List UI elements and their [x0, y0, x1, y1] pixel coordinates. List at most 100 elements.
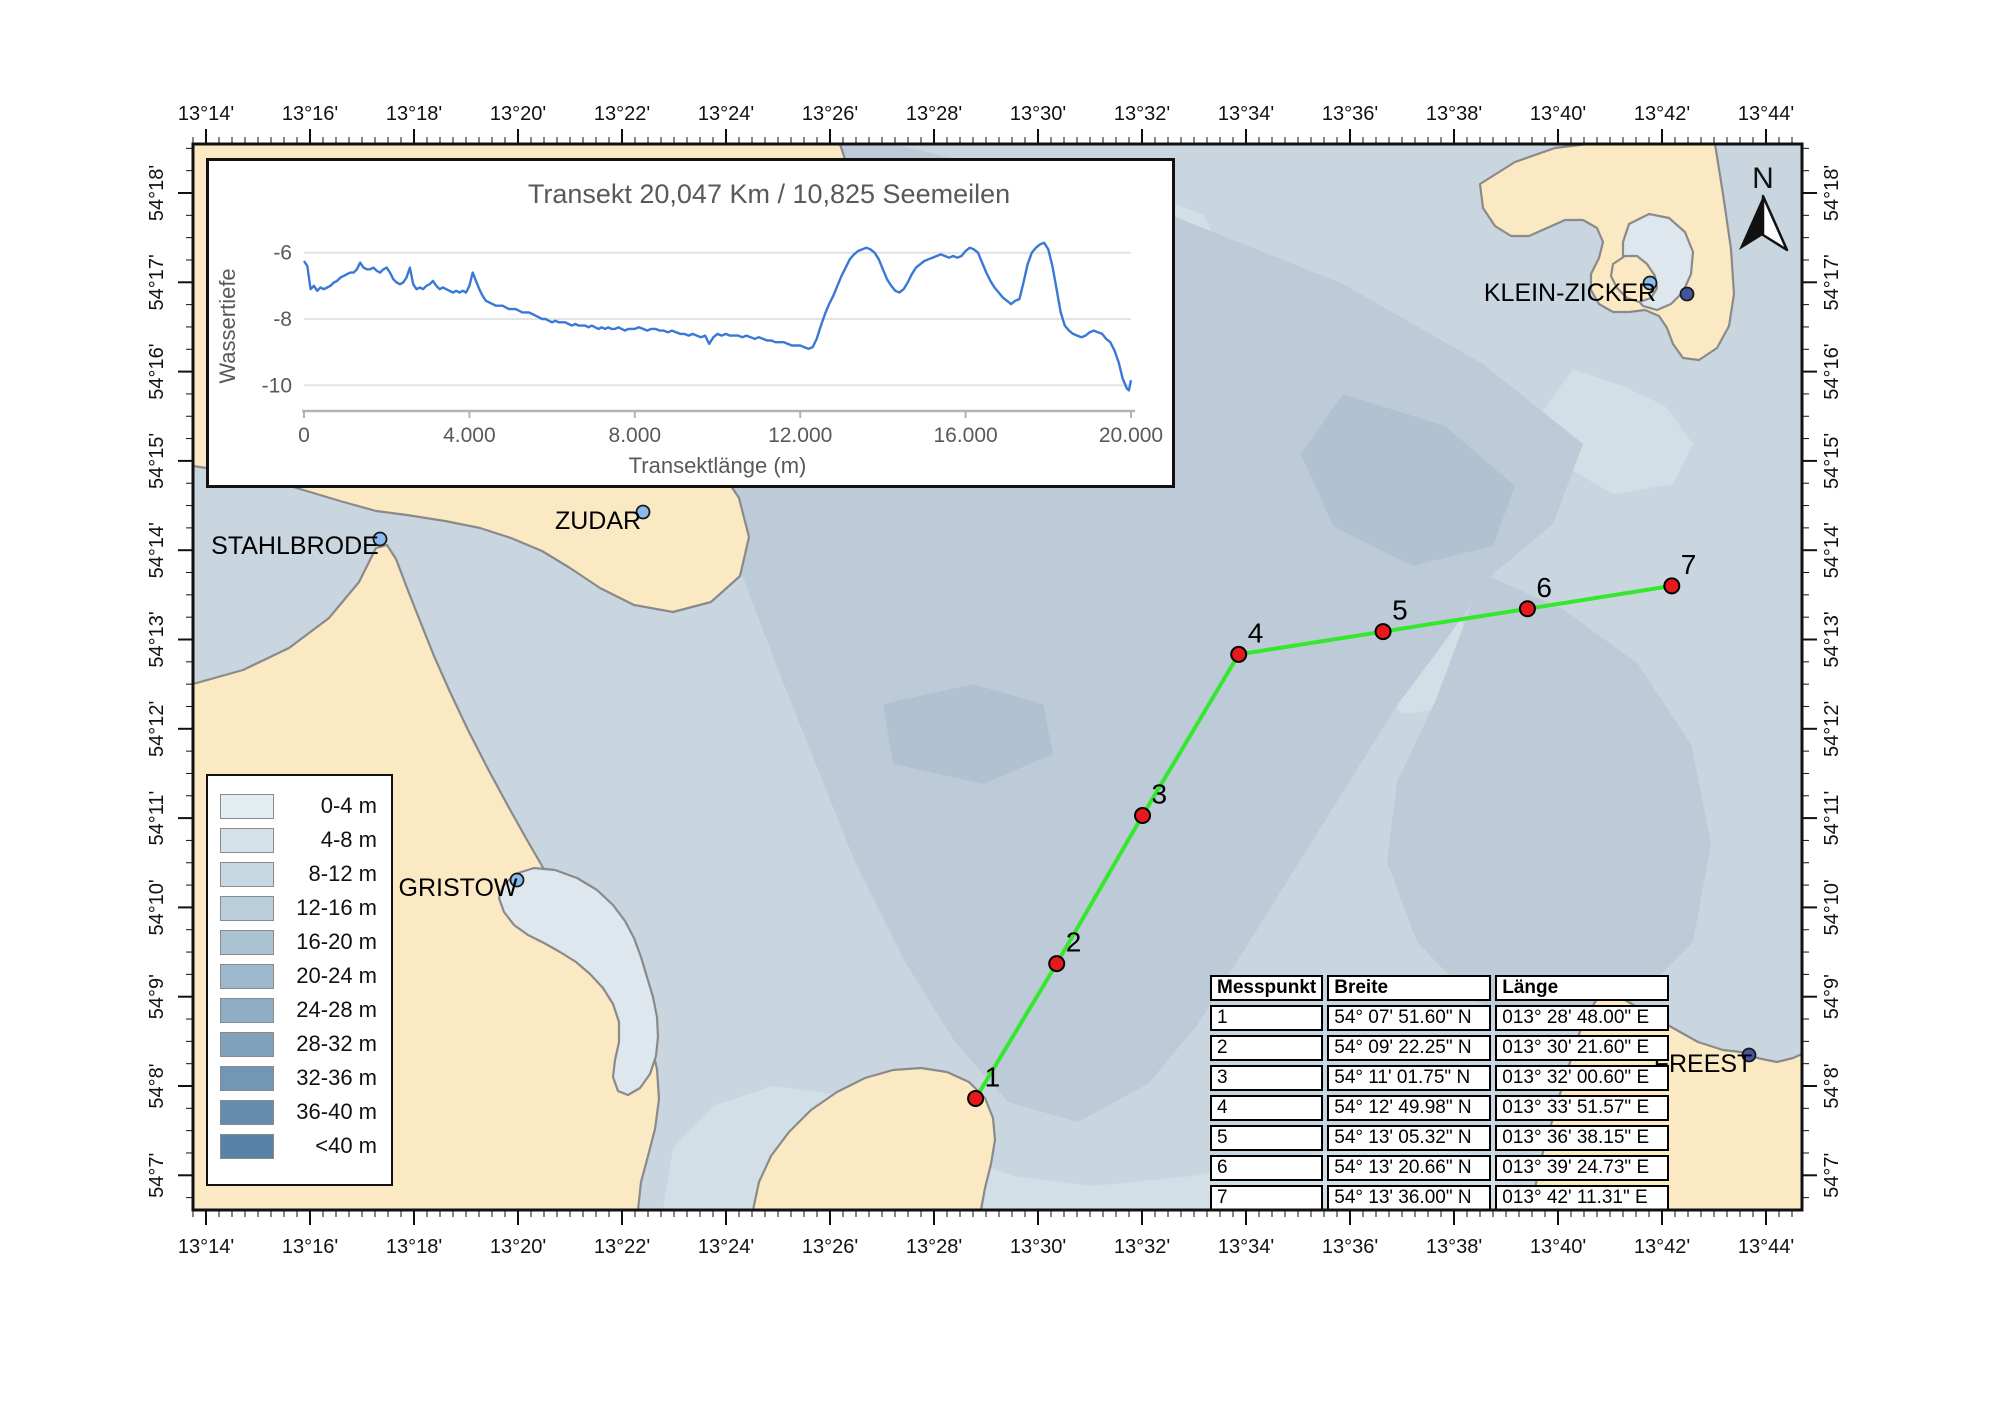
lon-label-top: 13°36' — [1322, 103, 1378, 125]
transect-point-label: 3 — [1152, 778, 1168, 809]
lon-label-top: 13°34' — [1218, 103, 1274, 125]
table-cell: 013° 28' 48.00" E — [1495, 1004, 1670, 1031]
place-label-stahlbrode: STAHLBRODE — [211, 532, 379, 560]
legend-label: <40 m — [315, 1133, 377, 1158]
table-row: 2 54° 09' 22.25" N 013° 30' 21.60" E — [1210, 1034, 1670, 1061]
table-cell: 013° 36' 38.15" E — [1495, 1124, 1670, 1151]
transect-point-label: 1 — [985, 1062, 1001, 1093]
legend-item: 24-28 m — [220, 993, 377, 1027]
transect-point-5 — [1374, 623, 1392, 641]
table-header: Messpunkt — [1210, 975, 1324, 1001]
legend-item: 4-8 m — [220, 823, 377, 857]
legend-label: 32-36 m — [296, 1065, 377, 1090]
table-cell: 2 — [1210, 1034, 1324, 1061]
legend-label: 28-32 m — [296, 1031, 377, 1056]
lon-label-top: 13°24' — [698, 103, 754, 125]
table-header-row: Messpunkt Breite Länge — [1210, 975, 1670, 1001]
y-tick-label: -8 — [273, 308, 292, 331]
lon-label-bottom: 13°34' — [1218, 1236, 1274, 1258]
legend-label: 16-20 m — [296, 929, 377, 954]
table-row: 6 54° 13' 20.66" N 013° 39' 24.73" E — [1210, 1154, 1670, 1181]
legend-label: 24-28 m — [296, 997, 377, 1022]
transect-point-1 — [967, 1090, 985, 1108]
place-label-zudar: ZUDAR — [555, 507, 641, 535]
x-tick-label: 4.000 — [443, 424, 496, 447]
transect-point-label: 5 — [1392, 595, 1408, 626]
legend-swatch — [220, 1065, 274, 1091]
legend-item: <40 m — [220, 1129, 377, 1163]
lon-label-top: 13°28' — [906, 103, 962, 125]
transect-point-3 — [1134, 806, 1152, 824]
legend-swatch — [220, 997, 274, 1023]
lon-label-bottom: 13°32' — [1114, 1236, 1170, 1258]
transect-point-label: 4 — [1248, 617, 1264, 648]
legend-label: 8-12 m — [308, 861, 377, 886]
table-cell: 013° 39' 24.73" E — [1495, 1154, 1670, 1181]
legend-swatch — [220, 861, 274, 887]
legend-item: 12-16 m — [220, 891, 377, 925]
lon-label-top: 13°30' — [1010, 103, 1066, 125]
legend-swatch — [220, 1099, 274, 1125]
lon-label-top: 13°42' — [1634, 103, 1690, 125]
lon-label-bottom: 13°42' — [1634, 1236, 1690, 1258]
lon-label-top: 13°38' — [1426, 103, 1482, 125]
legend-item: 36-40 m — [220, 1095, 377, 1129]
legend-swatch — [220, 793, 274, 819]
legend-item: 28-32 m — [220, 1027, 377, 1061]
legend-label: 0-4 m — [320, 793, 377, 818]
table-cell: 4 — [1210, 1094, 1324, 1121]
depth-profile-inset: Transekt 20,047 Km / 10,825 Seemeilen -6 -… — [206, 158, 1175, 488]
place-label-gristow: GRISTOW — [399, 874, 518, 902]
lat-label-right: 54°10' — [1821, 879, 1843, 935]
table-cell: 54° 11' 01.75" N — [1327, 1064, 1492, 1091]
lon-label-top: 13°44' — [1738, 103, 1794, 125]
lat-label-right: 54°9' — [1821, 974, 1843, 1019]
lat-label-left: 54°12' — [146, 701, 168, 757]
x-tick-label: 8.000 — [609, 424, 662, 447]
lon-label-top: 13°32' — [1114, 103, 1170, 125]
transect-point-2 — [1048, 955, 1066, 973]
x-tick-label: 20.000 — [1099, 424, 1163, 447]
transect-point-label: 7 — [1681, 549, 1697, 580]
lat-label-left: 54°18' — [146, 165, 168, 221]
legend-label: 4-8 m — [320, 827, 377, 852]
lon-label-bottom: 13°18' — [386, 1236, 442, 1258]
x-tick-label: 0 — [298, 424, 310, 447]
lat-label-right: 54°13' — [1821, 611, 1843, 667]
table-cell: 013° 33' 51.57" E — [1495, 1094, 1670, 1121]
table-cell: 013° 42' 11.31" E — [1495, 1184, 1670, 1210]
legend-swatch — [220, 963, 274, 989]
lon-label-top: 13°16' — [282, 103, 338, 125]
depth-legend: 0-4 m 4-8 m 8-12 m 12-16 m 16-20 m 20-24 m 24-… — [206, 774, 393, 1186]
table-cell: 54° 09' 22.25" N — [1327, 1034, 1492, 1061]
lon-label-bottom: 13°26' — [802, 1236, 858, 1258]
lon-label-bottom: 13°36' — [1322, 1236, 1378, 1258]
table-cell: 3 — [1210, 1064, 1324, 1091]
lat-label-left: 54°16' — [146, 343, 168, 399]
lat-label-right: 54°18' — [1821, 165, 1843, 221]
x-tick-label: 16.000 — [933, 424, 997, 447]
lon-label-bottom: 13°40' — [1530, 1236, 1586, 1258]
table-cell: 013° 32' 00.60" E — [1495, 1064, 1670, 1091]
legend-item: 0-4 m — [220, 789, 377, 823]
x-axis-label: Transektlänge (m) — [629, 453, 807, 478]
depth-profile-line — [302, 241, 1133, 392]
lat-label-right: 54°8' — [1821, 1063, 1843, 1108]
lat-label-left: 54°10' — [146, 879, 168, 935]
transect-point-label: 6 — [1536, 572, 1552, 603]
table-header: Breite — [1327, 975, 1492, 1001]
lat-label-right: 54°15' — [1821, 433, 1843, 489]
lon-label-bottom: 13°38' — [1426, 1236, 1482, 1258]
legend-swatch — [220, 827, 274, 853]
transect-point-label: 2 — [1066, 927, 1082, 958]
lat-label-left: 54°11' — [146, 791, 168, 846]
north-label: N — [1752, 162, 1774, 195]
lon-label-bottom: 13°24' — [698, 1236, 754, 1258]
lon-label-top: 13°18' — [386, 103, 442, 125]
table-cell: 5 — [1210, 1124, 1324, 1151]
lon-label-bottom: 13°30' — [1010, 1236, 1066, 1258]
lon-label-bottom: 13°28' — [906, 1236, 962, 1258]
legend-label: 20-24 m — [296, 963, 377, 988]
x-tick-label: 12.000 — [768, 424, 832, 447]
